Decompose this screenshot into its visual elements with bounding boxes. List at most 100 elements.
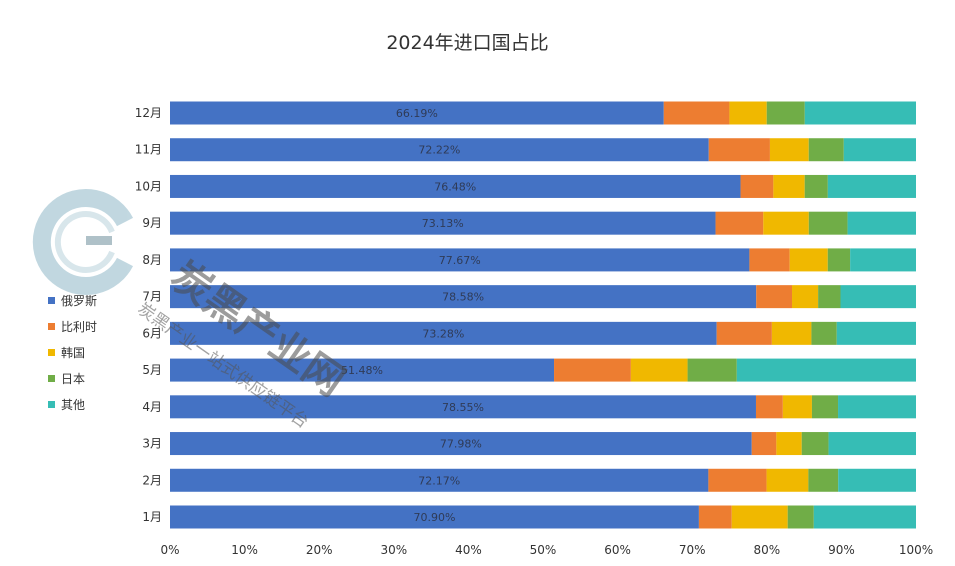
bar-segment[interactable] [847,211,916,235]
bar-segment[interactable] [773,174,805,198]
bar-segment[interactable] [840,285,917,309]
bar-segment[interactable] [740,174,774,198]
bar-segment[interactable] [170,174,741,198]
bar-segment[interactable] [170,505,699,529]
legend-item-russia[interactable]: 俄罗斯 [48,287,97,313]
bar-segment[interactable] [813,505,916,529]
chart-legend: 俄罗斯 比利时 韩国 日本 其他 [48,287,97,417]
data-label: 73.28% [422,327,464,340]
bar-segment[interactable] [789,248,828,272]
bar-segment[interactable] [787,505,814,529]
bar-segment[interactable] [827,174,916,198]
bar-segment[interactable] [811,395,839,419]
bar-segment[interactable] [698,505,732,529]
bar-segment[interactable] [804,101,916,125]
category-tick-label: 1月 [142,510,162,524]
bar-segment[interactable] [554,358,631,382]
bar-segment[interactable] [736,358,916,382]
bar-segment[interactable] [808,468,839,492]
bar-segment[interactable] [170,358,555,382]
bar-segment[interactable] [170,101,664,125]
bar-segment[interactable] [769,138,809,162]
data-label: 72.22% [418,144,460,157]
bar-segment[interactable] [687,358,737,382]
bar-segment[interactable] [827,248,851,272]
data-label: 77.67% [439,254,481,267]
chart-title: 2024年进口国占比 [386,32,549,54]
legend-swatch-other [48,400,55,408]
bar-segment[interactable] [766,468,809,492]
bar-segment[interactable] [708,468,767,492]
data-label: 72.17% [418,474,460,487]
bar-segment[interactable] [630,358,688,382]
legend-swatch-belgium [48,322,55,330]
bar-segment[interactable] [170,321,717,345]
bar-segment[interactable] [751,432,777,456]
bar-segment[interactable] [170,395,756,419]
bar-segment[interactable] [170,138,709,162]
bar-segment[interactable] [170,432,752,456]
bar-segment[interactable] [766,101,805,125]
bar-segment[interactable] [763,211,809,235]
bar-segment[interactable] [811,321,837,345]
bar-segment[interactable] [838,395,916,419]
bar-segment[interactable] [708,138,770,162]
bar-segment[interactable] [792,285,819,309]
bar-segment[interactable] [843,138,916,162]
data-label: 78.58% [442,291,484,304]
bar-segment[interactable] [776,432,802,456]
bar-segment[interactable] [808,138,844,162]
legend-swatch-korea [48,348,55,356]
data-label: 77.98% [440,438,482,451]
bar-segment[interactable] [808,211,848,235]
category-tick-label: 2月 [142,473,162,487]
data-label: 51.48% [341,364,383,377]
data-label: 76.48% [434,180,476,193]
bar-segment[interactable] [170,248,750,272]
bar-segment[interactable] [756,285,793,309]
x-tick-label: 60% [604,543,631,557]
bar-segment[interactable] [828,432,916,456]
legend-item-japan[interactable]: 日本 [48,365,97,391]
legend-label-russia: 俄罗斯 [61,293,98,308]
legend-swatch-japan [48,374,55,382]
bar-segment[interactable] [782,395,812,419]
data-label: 66.19% [396,107,438,120]
bar-segment[interactable] [836,321,916,345]
legend-item-other[interactable]: 其他 [48,391,97,417]
x-tick-label: 50% [530,543,557,557]
category-tick-label: 11月 [135,143,162,157]
category-tick-label: 8月 [142,253,162,267]
legend-label-belgium: 比利时 [61,319,98,334]
bar-segment[interactable] [818,285,841,309]
bar-segment[interactable] [716,321,772,345]
bar-segment[interactable] [838,468,916,492]
legend-item-belgium[interactable]: 比利时 [48,313,97,339]
bar-segment[interactable] [663,101,730,125]
bar-segment[interactable] [729,101,767,125]
bar-segment[interactable] [755,395,783,419]
legend-label-japan: 日本 [61,371,86,386]
bar-segment[interactable] [170,285,757,309]
x-tick-label: 80% [753,543,780,557]
bar-segment[interactable] [801,432,829,456]
legend-item-korea[interactable]: 韩国 [48,339,97,365]
legend-label-other: 其他 [61,397,86,412]
bar-segment[interactable] [771,321,812,345]
bar-segment[interactable] [850,248,916,272]
data-label: 78.55% [442,401,484,414]
bar-segment[interactable] [715,211,764,235]
category-tick-label: 10月 [135,179,162,193]
bar-segment[interactable] [170,211,716,235]
legend-label-korea: 韩国 [61,345,86,360]
bar-segment[interactable] [804,174,828,198]
x-tick-label: 40% [455,543,482,557]
category-tick-label: 4月 [142,400,162,414]
bar-segment[interactable] [749,248,790,272]
data-label: 70.90% [413,511,455,524]
x-tick-label: 70% [679,543,706,557]
bar-segment[interactable] [170,468,709,492]
category-tick-label: 7月 [142,290,162,304]
bar-segment[interactable] [731,505,788,529]
